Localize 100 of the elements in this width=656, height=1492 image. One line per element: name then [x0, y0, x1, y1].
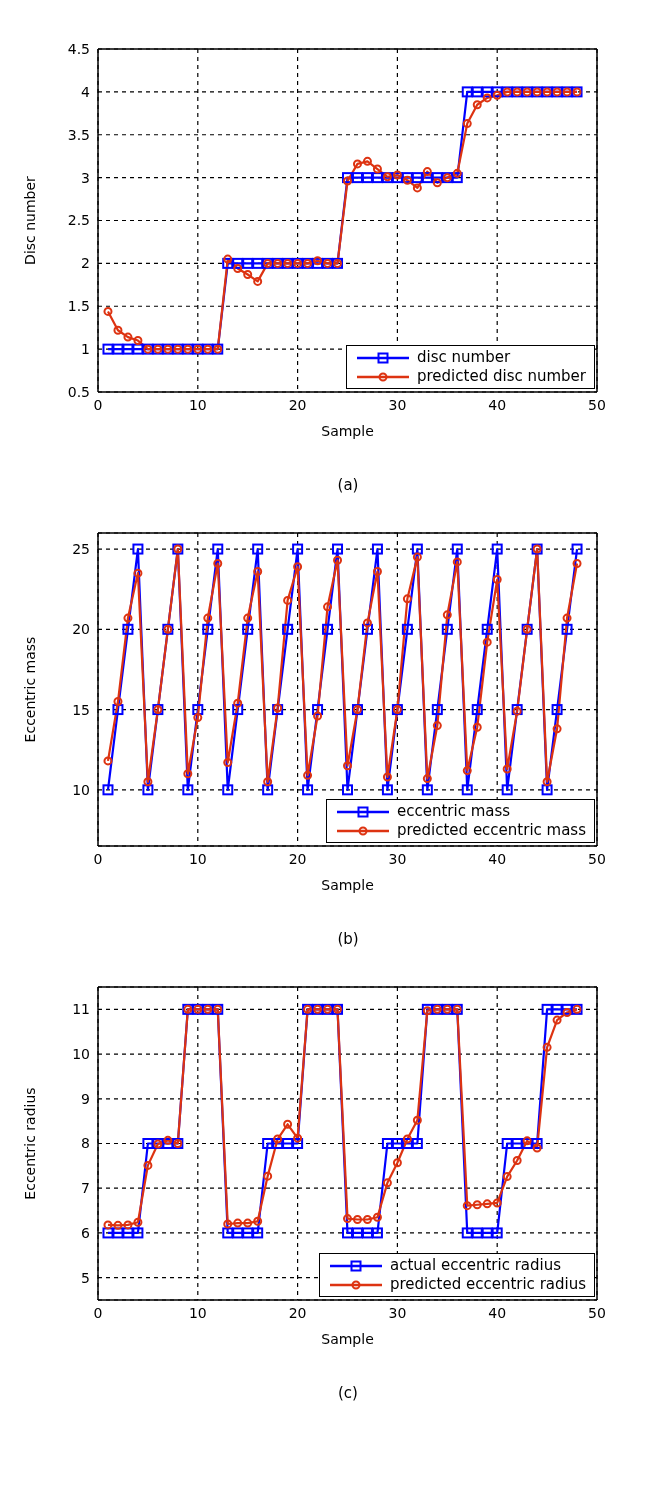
x-axis-title: Sample [321, 423, 374, 439]
text: (c) [337, 1384, 359, 1402]
y-axis-title: Disc number [21, 175, 38, 265]
y-tick-label: 25 [72, 541, 90, 558]
legend-label: predicted eccentric radius [390, 1275, 586, 1294]
point [142, 784, 154, 796]
point [193, 713, 203, 723]
x-tick-label: 50 [588, 1304, 606, 1321]
y-tick-label: 10 [72, 1046, 90, 1063]
x-tick-label: 0 [93, 1304, 103, 1321]
point [222, 257, 234, 269]
point [432, 721, 442, 731]
point [142, 1138, 154, 1149]
point [451, 172, 463, 184]
point [113, 697, 123, 707]
point [351, 172, 363, 184]
point [462, 766, 472, 776]
point [253, 1216, 263, 1226]
point [293, 562, 303, 572]
point [132, 343, 144, 355]
point [382, 772, 392, 782]
point [243, 270, 253, 280]
y-tick-label: 11 [72, 1001, 90, 1018]
x-tick-label: 10 [188, 1304, 207, 1321]
point [263, 1171, 273, 1181]
point [123, 1220, 133, 1230]
point [192, 704, 204, 716]
point [123, 613, 133, 623]
point [371, 543, 383, 555]
point [531, 1138, 543, 1149]
x-tick-label: 10 [188, 850, 207, 867]
point [102, 343, 114, 355]
point [372, 567, 382, 577]
point [222, 784, 234, 796]
y-axis-title: Eccentric mass [21, 636, 38, 743]
point [471, 86, 483, 98]
point [273, 1134, 283, 1144]
point [282, 623, 294, 635]
y-tick-label: 1.5 [67, 298, 90, 315]
point [243, 1218, 253, 1228]
point [252, 543, 264, 555]
point [302, 784, 314, 796]
x-tick-label: 30 [388, 850, 407, 867]
point [312, 704, 324, 716]
x-tick-label: 10 [188, 396, 207, 413]
point [362, 1215, 372, 1225]
x-tick-label: 50 [588, 396, 606, 413]
point [541, 784, 553, 796]
y-axis-title: Eccentric radius [21, 1087, 38, 1200]
point [471, 1227, 483, 1239]
point [232, 704, 244, 716]
text: (b) [336, 930, 360, 948]
x-axis-title: Sample [321, 877, 374, 893]
point [391, 172, 403, 184]
point [541, 1003, 553, 1015]
point [283, 1119, 293, 1129]
point [242, 1227, 254, 1239]
point [233, 1218, 243, 1228]
point [461, 86, 473, 98]
point [332, 543, 344, 555]
point [262, 1138, 274, 1149]
point [203, 613, 213, 623]
point [392, 1158, 402, 1168]
legend-label: predicted eccentric mass [396, 821, 586, 840]
point [501, 1138, 513, 1149]
point [232, 1227, 244, 1239]
point [292, 543, 304, 555]
point [552, 724, 562, 734]
y-tick-label: 0.5 [67, 383, 90, 400]
y-tick-label: 8 [81, 1135, 90, 1152]
point [223, 254, 233, 264]
point [422, 167, 432, 177]
point [282, 1138, 294, 1149]
point [361, 623, 373, 635]
x-axis-title: Sample [321, 1331, 374, 1347]
point [103, 1220, 113, 1230]
legend-label: disc number [417, 348, 511, 367]
y-tick-label: 3 [81, 169, 90, 186]
legend-label: eccentric mass [396, 802, 511, 821]
point [452, 557, 462, 567]
point [202, 623, 214, 635]
point [431, 172, 443, 184]
point [421, 784, 433, 796]
point [502, 1172, 512, 1182]
point [123, 332, 133, 342]
point [471, 704, 483, 716]
text: (a) [336, 476, 360, 494]
point [182, 784, 194, 796]
point [343, 1214, 352, 1224]
point [451, 543, 463, 555]
point [283, 595, 293, 605]
point [342, 784, 353, 796]
point [462, 1201, 472, 1211]
point [551, 704, 563, 716]
x-tick-label: 40 [488, 396, 507, 413]
point [232, 257, 244, 269]
y-tick-label: 4.5 [67, 40, 90, 57]
point [532, 1143, 542, 1153]
x-tick-label: 0 [93, 396, 103, 413]
point [542, 1042, 552, 1052]
